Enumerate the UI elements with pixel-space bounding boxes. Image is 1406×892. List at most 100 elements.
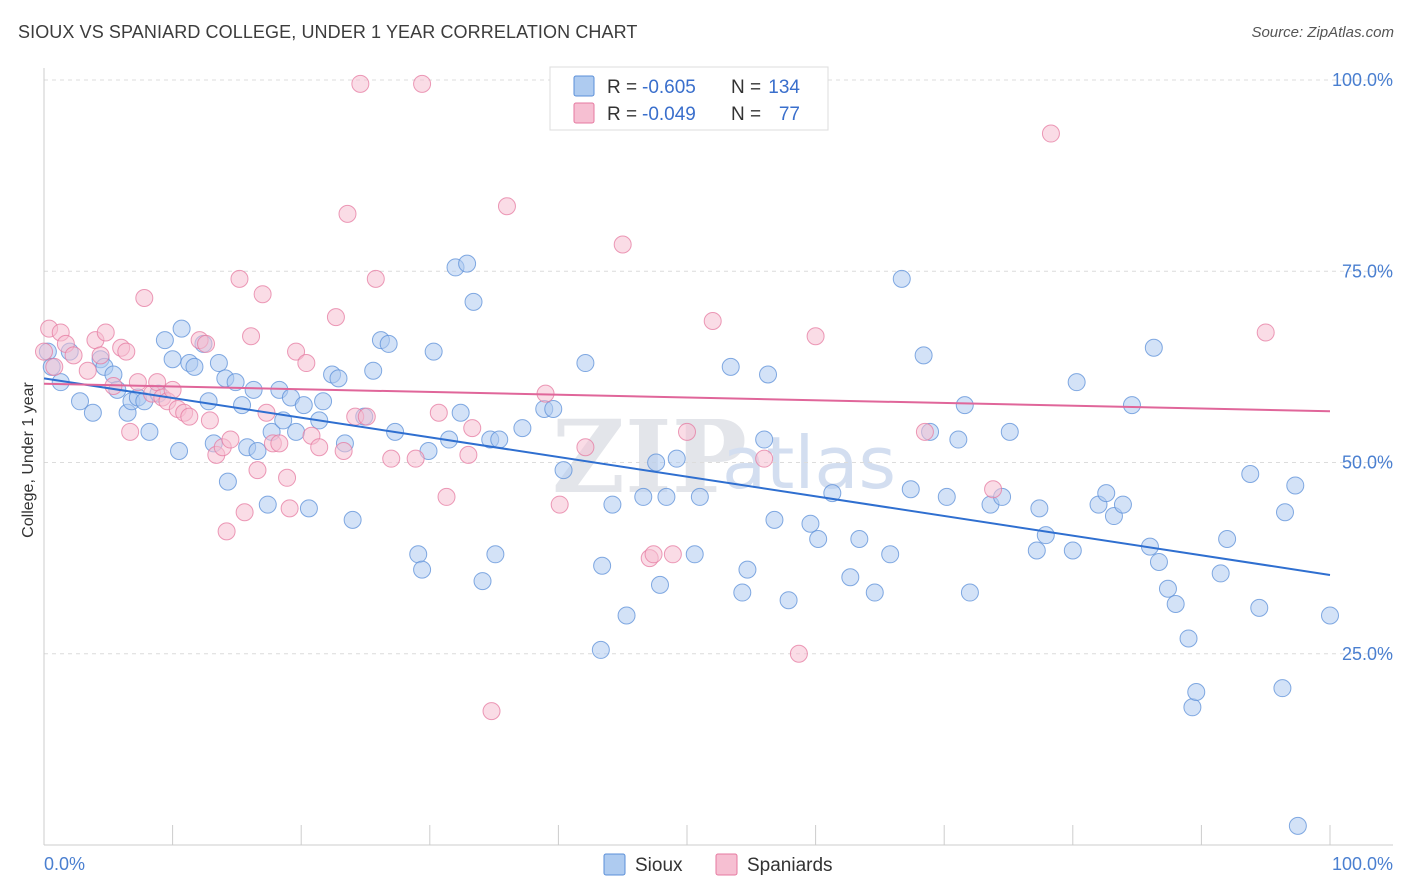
spaniards-point-40 — [287, 342, 306, 361]
spaniards-point-68 — [703, 311, 722, 330]
y-tick-label-0: 100.0% — [1332, 70, 1393, 90]
spaniards-point-71 — [806, 327, 825, 346]
spaniards-point-72 — [915, 422, 934, 441]
stats-r-label-1: R = — [607, 77, 637, 98]
sioux-point-17 — [163, 350, 182, 369]
sioux-point-73 — [617, 606, 636, 625]
sioux-point-117 — [1144, 338, 1163, 357]
sioux-point-61 — [473, 572, 492, 591]
grid-lines — [44, 79, 1393, 655]
x-ticks — [172, 825, 1331, 845]
sioux-point-16 — [155, 331, 174, 350]
spaniards-point-75 — [1256, 323, 1275, 342]
spaniards-point-67 — [678, 422, 696, 441]
spaniards-point-55 — [437, 487, 456, 506]
sioux-point-95 — [892, 269, 911, 288]
spaniards-point-65 — [644, 545, 663, 564]
sioux-point-27 — [218, 472, 237, 491]
series-legend: Sioux Spaniards — [603, 853, 833, 876]
sioux-point-29 — [233, 396, 252, 415]
sioux-trend-line — [43, 377, 1331, 576]
sioux-point-50 — [379, 334, 398, 353]
spaniards-point-54 — [429, 403, 448, 422]
y-tick-label-3: 25.0% — [1342, 644, 1393, 664]
spaniards-point-73 — [984, 480, 1003, 499]
spaniards-point-30 — [230, 269, 249, 288]
sioux-point-33 — [258, 495, 277, 514]
sioux-point-48 — [364, 361, 383, 380]
series-spaniards-points — [35, 74, 1275, 721]
sioux-point-127 — [1250, 598, 1269, 617]
sioux-point-31 — [244, 380, 263, 399]
sioux-point-23 — [199, 392, 218, 411]
spaniards-point-41 — [297, 354, 316, 373]
sioux-point-85 — [759, 365, 778, 384]
sioux-point-67 — [544, 399, 563, 418]
spaniards-point-16 — [148, 373, 167, 392]
sioux-point-63 — [486, 545, 505, 564]
sioux-point-82 — [733, 583, 752, 602]
spaniards-point-61 — [550, 495, 569, 514]
spaniards-point-28 — [217, 522, 236, 541]
sioux-point-126 — [1241, 464, 1260, 483]
sioux-point-79 — [685, 545, 704, 564]
sioux-point-72 — [603, 495, 622, 514]
spaniards-point-4 — [64, 346, 83, 365]
spaniards-point-57 — [463, 419, 482, 438]
spaniards-point-25 — [200, 411, 219, 430]
spaniards-point-66 — [663, 545, 682, 564]
stats-n-value-1: 134 — [768, 77, 800, 98]
sioux-point-70 — [591, 640, 610, 659]
sioux-point-4 — [71, 392, 90, 411]
spaniards-point-46 — [338, 204, 357, 223]
sioux-point-53 — [413, 560, 432, 579]
sioux-point-123 — [1187, 683, 1206, 701]
sioux-point-60 — [464, 292, 483, 311]
stats-r-value-1: -0.605 — [642, 77, 696, 98]
sioux-point-68 — [554, 461, 573, 480]
stats-n-label-2: N = — [731, 104, 761, 125]
spaniards-trend-line — [43, 382, 1331, 413]
sioux-point-132 — [1321, 606, 1339, 625]
sioux-point-55 — [424, 342, 443, 361]
spaniards-point-32 — [242, 327, 261, 346]
sioux-point-105 — [1000, 422, 1019, 441]
y-tick-label-1: 75.0% — [1342, 261, 1393, 281]
spaniards-point-19 — [163, 380, 182, 399]
spaniards-point-1 — [45, 357, 64, 376]
spaniards-point-8 — [96, 323, 115, 342]
stats-n-value-2: 77 — [779, 104, 800, 125]
sioux-point-71 — [593, 556, 612, 575]
sioux-point-32 — [248, 442, 267, 461]
sioux-point-75 — [647, 453, 666, 472]
sioux-point-119 — [1158, 579, 1177, 598]
spaniards-point-50 — [366, 269, 385, 288]
sioux-point-115 — [1122, 396, 1141, 415]
sioux-point-91 — [841, 568, 860, 587]
sioux-point-81 — [721, 357, 740, 376]
sioux-point-42 — [314, 392, 333, 411]
sioux-point-74 — [634, 487, 653, 506]
stats-n-label-1: N = — [731, 77, 761, 98]
legend-label-spaniards: Spaniards — [747, 855, 833, 876]
x-tick-label-min: 0.0% — [44, 854, 85, 874]
sioux-point-99 — [937, 487, 956, 506]
sioux-point-106 — [1027, 541, 1046, 560]
sioux-point-100 — [949, 430, 968, 449]
sioux-point-64 — [490, 430, 509, 449]
sioux-point-97 — [914, 346, 933, 365]
spaniards-point-29 — [221, 430, 240, 449]
spaniards-point-52 — [406, 449, 425, 468]
spaniards-point-51 — [382, 449, 401, 468]
sioux-point-21 — [185, 357, 204, 376]
sioux-point-84 — [755, 430, 774, 449]
chart-source: Source: ZipAtlas.com — [1251, 24, 1394, 41]
spaniards-point-63 — [613, 235, 632, 254]
sioux-point-89 — [809, 530, 828, 548]
legend-swatch-spaniards — [715, 853, 738, 876]
spaniards-point-58 — [482, 702, 501, 721]
axes — [43, 68, 1393, 846]
sioux-point-76 — [650, 575, 669, 594]
sioux-point-129 — [1275, 503, 1294, 522]
